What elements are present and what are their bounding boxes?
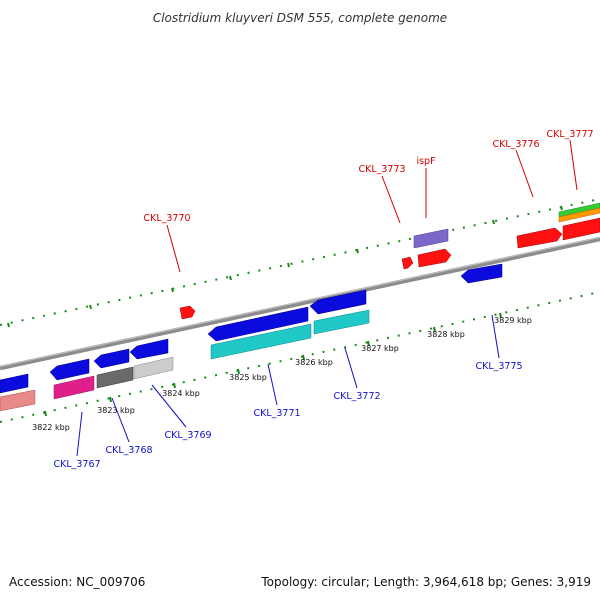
gene-arrow-ckl-3776[interactable] — [516, 227, 563, 249]
forward-major-tick — [356, 248, 359, 254]
reverse-major-tick — [367, 340, 370, 347]
reverse-gene-labels: CKL_3767 CKL_3768 CKL_3769 CKL_3771 CKL_… — [53, 314, 523, 470]
gene-arrow-ckl-3767[interactable] — [49, 358, 90, 381]
gene-arrow-ckl-3770[interactable] — [179, 305, 196, 320]
tick-label-3823: 3823 kbp — [97, 406, 135, 415]
leader-line-ckl-3769 — [151, 384, 187, 428]
map-title: Clostridium kluyveri DSM 555, complete g… — [153, 11, 447, 25]
gene-arrow-ckl-3777[interactable] — [562, 217, 600, 241]
gene-label-ckl-3776[interactable]: CKL_3776 — [492, 139, 539, 150]
gene-box-ckl-3769[interactable] — [133, 356, 174, 380]
gene-label-ckl-3777[interactable]: CKL_3777 — [546, 129, 593, 140]
gene-label-ckl-3769[interactable]: CKL_3769 — [164, 430, 211, 441]
leader-line-ckl-3776 — [515, 149, 534, 198]
forward-major-tick — [7, 322, 10, 328]
gene-box-ispf-feature[interactable] — [413, 228, 449, 249]
reverse-major-tick — [173, 382, 176, 389]
tick-label-3829: 3829 kbp — [494, 316, 532, 325]
reverse-tick-track — [0, 291, 600, 423]
forward-major-tick — [229, 275, 232, 281]
gene-label-ckl-3775[interactable]: CKL_3775 — [475, 361, 522, 372]
gene-box-ckl-3767[interactable] — [53, 375, 95, 400]
kbp-tick-labels: 3822 kbp 3823 kbp 3824 kbp 3825 kbp 3826… — [32, 316, 532, 432]
gene-box-ckl-3777-orange[interactable] — [558, 207, 600, 223]
gene-arrow-ckl-3771[interactable] — [207, 306, 309, 342]
leader-line-ckl-3767 — [76, 411, 83, 457]
genome-summary-text: Topology: circular; Length: 3,964,618 bp… — [260, 575, 591, 589]
forward-major-tick — [287, 262, 290, 268]
gene-label-ckl-3768[interactable]: CKL_3768 — [105, 445, 152, 456]
reverse-major-tick — [237, 368, 240, 375]
tick-label-3826: 3826 kbp — [295, 358, 333, 367]
reverse-major-tick — [433, 326, 436, 333]
accession-text: Accession: NC_009706 — [9, 575, 145, 589]
leader-line-ckl-3777 — [569, 139, 578, 191]
tick-label-3822: 3822 kbp — [32, 423, 70, 432]
forward-gene-labels: CKL_3770 CKL_3773 ispF CKL_3776 CKL_3777 — [143, 129, 594, 273]
leader-line-ckl-3770 — [166, 224, 181, 273]
gene-box-ckl-3777-green[interactable] — [558, 202, 600, 218]
reverse-major-tick — [44, 410, 47, 417]
genome-backbone — [0, 236, 600, 371]
gene-box-reverse-pink[interactable] — [0, 389, 36, 412]
leader-line-ckl-3775 — [491, 314, 500, 359]
forward-genes — [179, 202, 600, 320]
gene-label-ckl-3771[interactable]: CKL_3771 — [253, 408, 300, 419]
gene-arrow-ckl-3772[interactable] — [309, 289, 367, 315]
reverse-major-tick — [499, 312, 502, 319]
tick-label-3824: 3824 kbp — [162, 389, 200, 398]
gene-arrow-ckl-3769[interactable] — [129, 338, 169, 360]
leader-line-ckl-3768 — [111, 397, 130, 443]
gene-label-ckl-3770[interactable]: CKL_3770 — [143, 213, 190, 224]
gene-arrow-ckl-3773[interactable] — [401, 256, 414, 270]
forward-major-tick — [89, 304, 92, 310]
tick-label-3828: 3828 kbp — [427, 330, 465, 339]
reverse-major-tick — [109, 396, 112, 403]
reverse-genes — [0, 263, 503, 412]
gene-arrow-reverse[interactable] — [0, 373, 29, 394]
forward-major-tick — [560, 205, 563, 211]
tick-label-3825: 3825 kbp — [229, 373, 267, 382]
leader-line-ckl-3772 — [344, 347, 358, 389]
leader-line-ckl-3771 — [267, 363, 278, 406]
gene-label-ckl-3772[interactable]: CKL_3772 — [333, 391, 380, 402]
reverse-major-tick — [302, 354, 305, 361]
forward-major-tick — [171, 287, 174, 293]
gene-arrow-ispf[interactable] — [417, 248, 452, 268]
forward-tick-track — [0, 198, 600, 328]
forward-major-tick — [492, 219, 495, 225]
tick-label-3827: 3827 kbp — [361, 344, 399, 353]
gene-label-ckl-3767[interactable]: CKL_3767 — [53, 459, 100, 470]
gene-box-ckl-3772[interactable] — [313, 309, 370, 335]
backbone-highlight — [0, 237, 600, 367]
gene-label-ispf[interactable]: ispF — [416, 156, 435, 167]
gene-arrow-ckl-3775[interactable] — [460, 263, 503, 284]
gene-box-ckl-3768[interactable] — [96, 366, 134, 389]
leader-line-ckl-3773 — [381, 175, 401, 224]
gene-label-ckl-3773[interactable]: CKL_3773 — [358, 164, 405, 175]
gene-box-ckl-3771[interactable] — [210, 323, 312, 360]
backbone-line — [0, 236, 600, 371]
gene-arrow-ckl-3768[interactable] — [93, 348, 130, 369]
